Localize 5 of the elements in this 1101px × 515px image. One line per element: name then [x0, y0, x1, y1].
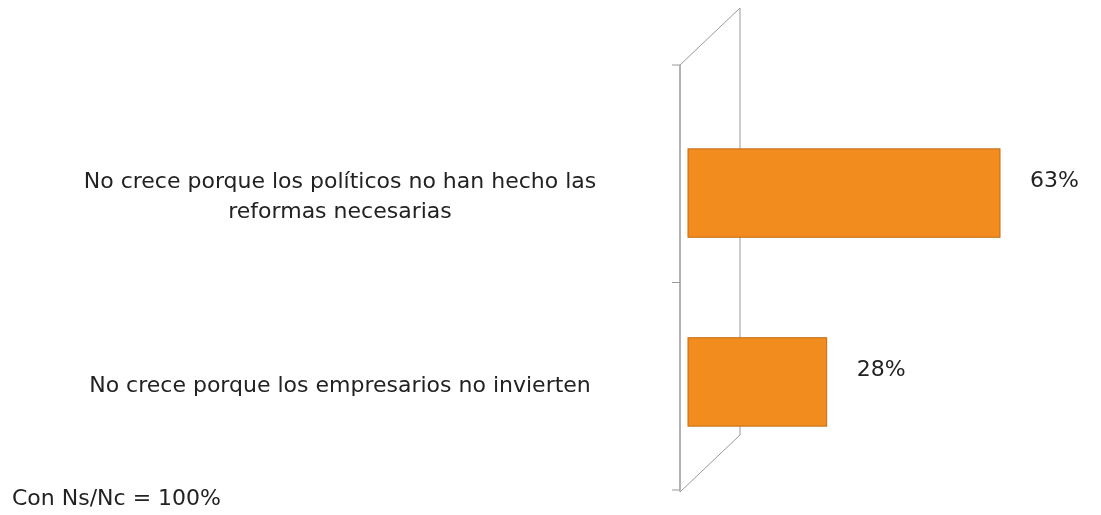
y-tick-label: No crece porque los políticos no han hecho las reformas necesarias [83, 168, 597, 224]
data-label: 28% [856, 355, 906, 381]
text: Con Ns/Nc = 100% [12, 485, 221, 510]
data-label: 63% [1030, 167, 1079, 193]
y-tick-label: No crece porque los empresarios no invierten [89, 371, 591, 397]
